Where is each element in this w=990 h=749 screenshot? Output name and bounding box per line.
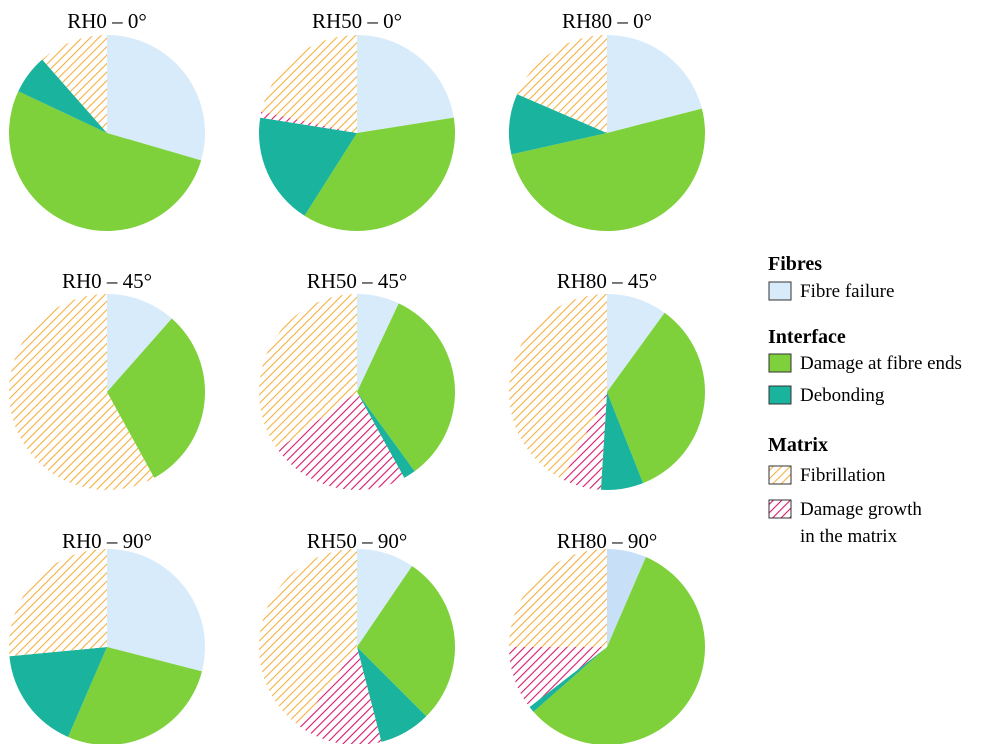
pie-rh0-0: RH0 – 0° bbox=[9, 9, 206, 232]
legend-swatch bbox=[768, 499, 792, 519]
pie-slice-damage-growth-in-the-matrix bbox=[277, 392, 405, 490]
pie-slice-debonding bbox=[529, 647, 607, 712]
pie-slice-debonding bbox=[357, 392, 415, 478]
pie-slice-fibrillation bbox=[42, 35, 107, 133]
pie-slice-fibrillation bbox=[508, 294, 607, 480]
pie-title: RH0 – 45° bbox=[62, 269, 152, 293]
legend-label: Debonding bbox=[800, 385, 885, 406]
pie-slice-damage-at-fibre-ends bbox=[511, 108, 706, 232]
legend-item-fibre-failure: Fibre failure bbox=[768, 281, 894, 302]
pie-slice-fibrillation bbox=[509, 549, 607, 647]
legend-group-title: Interface bbox=[768, 326, 846, 348]
pie-slice-damage-at-fibre-ends bbox=[9, 91, 202, 232]
pie-slice-damage-at-fibre-ends bbox=[68, 647, 202, 745]
pie-slice-fibre-failure bbox=[107, 35, 206, 161]
legend-label-line2: in the matrix bbox=[800, 526, 898, 547]
pie-rh50-90: RH50 – 90° bbox=[259, 529, 456, 745]
pie-slice-fibre-failure bbox=[607, 294, 665, 392]
pie-rh50-45: RH50 – 45° bbox=[259, 269, 455, 490]
pie-slice-damage-at-fibre-ends bbox=[304, 117, 455, 231]
pie-slice-fibre-failure bbox=[607, 35, 702, 133]
pie-slice-fibre-failure bbox=[357, 294, 399, 392]
pie-slice-damage-at-fibre-ends bbox=[533, 557, 705, 746]
pie-rh80-45: RH80 – 45° bbox=[508, 269, 705, 491]
pie-slice-damage-at-fibre-ends bbox=[607, 312, 705, 484]
pie-rh80-90: RH80 – 90° bbox=[508, 529, 705, 746]
pie-rh50-0: RH50 – 0° bbox=[259, 9, 455, 231]
legend-item-debonding: Debonding bbox=[768, 385, 885, 406]
pie-slice-debonding bbox=[9, 647, 107, 737]
pies-layer: RH0 – 0° RH50 – 0° RH80 – 0° RH0 – 45° RH50 … bbox=[8, 9, 706, 746]
pie-rh0-45: RH0 – 45° bbox=[9, 269, 206, 491]
legend-label: Fibrillation bbox=[800, 465, 886, 486]
pie-slice-damage-growth-in-the-matrix bbox=[260, 111, 357, 133]
pie-slice-damage-at-fibre-ends bbox=[107, 318, 206, 478]
pie-title: RH80 – 45° bbox=[557, 269, 658, 293]
pie-slice-fibrillation bbox=[8, 549, 107, 657]
pie-title: RH80 – 0° bbox=[562, 9, 652, 33]
legend-swatch bbox=[768, 465, 792, 485]
pie-slice-damage-at-fibre-ends bbox=[357, 565, 456, 717]
legend-label: Damage growth bbox=[800, 499, 922, 520]
legend-item-fibrillation: Fibrillation bbox=[768, 465, 886, 486]
legend-swatch bbox=[768, 353, 792, 373]
legend-label: Damage at fibre ends bbox=[800, 353, 962, 374]
pie-slice-damage-growth-in-the-matrix bbox=[562, 392, 607, 490]
pie-slice-fibre-failure bbox=[107, 294, 172, 392]
legend-group-interface: Interface Damage at fibre ends Debonding bbox=[768, 326, 962, 406]
pie-title: RH50 – 0° bbox=[312, 9, 402, 33]
legend: Fibres Fibre failure Interface Damage at fi… bbox=[768, 253, 962, 547]
pie-slice-fibrillation bbox=[259, 549, 357, 727]
pie-slice-fibrillation bbox=[261, 35, 357, 133]
pie-slice-fibre-failure bbox=[357, 549, 413, 647]
legend-item-damage-at-fibre-ends: Damage at fibre ends bbox=[768, 353, 962, 374]
pie-slice-damage-at-fibre-ends bbox=[357, 303, 455, 472]
legend-group-title: Matrix bbox=[768, 434, 828, 456]
pie-slice-fibre-failure bbox=[107, 549, 205, 672]
pie-slice-debonding bbox=[600, 392, 644, 491]
pie-slice-debonding bbox=[357, 647, 427, 742]
pie-slice-debonding bbox=[18, 59, 107, 133]
pie-slice-fibre-failure bbox=[357, 35, 454, 133]
pie-slice-damage-growth-in-the-matrix bbox=[508, 647, 607, 708]
pie-title: RH0 – 0° bbox=[67, 9, 147, 33]
legend-label: Fibre failure bbox=[800, 281, 894, 302]
pie-title: RH50 – 45° bbox=[307, 269, 408, 293]
legend-group-matrix: Matrix Fibrillation Damage growth in the ma… bbox=[768, 434, 922, 547]
pie-slice-fibrillation bbox=[9, 294, 155, 491]
pie-slice-fibrillation bbox=[517, 35, 607, 133]
pie-rh80-0: RH80 – 0° bbox=[508, 9, 706, 232]
pie-rh0-90: RH0 – 90° bbox=[8, 529, 205, 745]
legend-group-title: Fibres bbox=[768, 253, 822, 275]
legend-swatch bbox=[768, 281, 792, 301]
pie-slice-debonding bbox=[508, 94, 607, 155]
pie-slice-fibre-failure bbox=[607, 549, 646, 647]
legend-group-fibres: Fibres Fibre failure bbox=[768, 253, 894, 302]
pie-slice-debonding bbox=[259, 117, 357, 216]
pie-slice-fibrillation bbox=[259, 294, 357, 450]
legend-item-damage-growth-in-the-matrix: Damage growth in the matrix bbox=[768, 499, 922, 547]
legend-swatch bbox=[768, 385, 792, 405]
pie-slice-damage-growth-in-the-matrix bbox=[299, 647, 382, 745]
